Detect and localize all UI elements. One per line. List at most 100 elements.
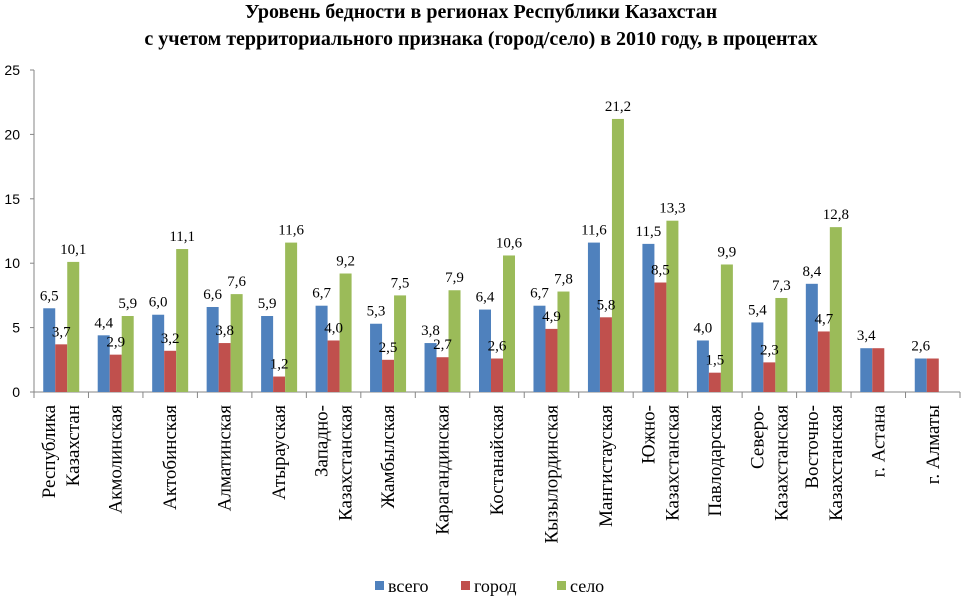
data-label-село-12: 9,9 <box>718 244 737 260</box>
data-label-всего-12: 4,0 <box>694 320 713 336</box>
data-label-село-14: 12,8 <box>823 207 849 223</box>
category-label-7-0: Карагандинская <box>433 405 454 535</box>
bar-село-1 <box>121 316 134 392</box>
category-label-11-1: Казахстанская <box>662 405 683 521</box>
data-label-всего-7: 3,8 <box>421 323 440 339</box>
data-label-село-4: 11,6 <box>278 223 304 239</box>
bar-город-11 <box>654 282 667 392</box>
bar-город-9 <box>545 328 558 392</box>
category-label-0-1: Казахстан <box>63 405 84 486</box>
legend-label-0: всего <box>388 576 429 596</box>
bar-город-15 <box>872 348 885 392</box>
data-label-село-9: 7,8 <box>554 272 573 288</box>
legend-swatch-2 <box>557 581 566 590</box>
data-label-всего-10: 11,6 <box>581 223 607 239</box>
data-label-город-12: 1,5 <box>706 353 725 369</box>
data-label-всего-1: 4,4 <box>94 315 113 331</box>
bar-всего-9 <box>533 305 546 392</box>
data-label-город-10: 5,8 <box>597 297 616 313</box>
bar-город-12 <box>708 372 721 392</box>
bar-село-13 <box>775 297 788 392</box>
bar-всего-5 <box>315 305 328 392</box>
chart-title-line-1: Уровень бедности в регионах Республики К… <box>245 1 717 23</box>
data-label-город-14: 4,7 <box>814 311 833 327</box>
bar-всего-8 <box>479 309 491 392</box>
bar-город-0 <box>55 344 68 392</box>
category-label-16-0: г. Алматы <box>923 405 944 484</box>
data-label-всего-13: 5,4 <box>748 302 767 318</box>
bar-село-12 <box>720 264 733 392</box>
data-label-город-3: 3,8 <box>215 323 234 339</box>
category-label-0-0: Республика <box>39 404 60 498</box>
bar-село-10 <box>611 118 624 392</box>
data-label-село-5: 9,2 <box>336 254 355 270</box>
bar-всего-10 <box>587 242 600 392</box>
data-label-всего-0: 6,5 <box>40 288 59 304</box>
data-label-село-3: 7,6 <box>227 274 246 290</box>
bar-всего-1 <box>97 335 110 392</box>
y-tick-label: 5 <box>12 320 20 336</box>
data-label-город-9: 4,9 <box>542 309 561 325</box>
bar-село-2 <box>176 249 189 392</box>
bar-город-10 <box>599 317 612 392</box>
data-label-село-0: 10,1 <box>60 242 86 258</box>
legend-swatch-1 <box>461 581 470 590</box>
bar-всего-6 <box>370 323 383 392</box>
data-label-всего-2: 6,0 <box>149 295 168 311</box>
data-label-село-13: 7,3 <box>772 278 791 294</box>
bar-село-6 <box>394 295 407 392</box>
category-label-9-0: Кызылординская <box>541 405 562 544</box>
category-label-4-0: Атырауская <box>269 405 290 500</box>
category-label-11-0: Южно- <box>638 405 659 464</box>
category-label-6-0: Жамбылская <box>378 405 399 509</box>
data-label-город-6: 2,5 <box>379 340 398 356</box>
data-label-всего-3: 6,6 <box>203 287 222 303</box>
bar-город-13 <box>763 362 776 392</box>
data-label-город-0: 3,7 <box>52 324 71 340</box>
bar-город-7 <box>436 357 449 392</box>
bar-город-1 <box>109 354 122 392</box>
data-label-всего-4: 5,9 <box>258 296 277 312</box>
bar-город-4 <box>273 376 286 392</box>
data-label-село-2: 11,1 <box>169 229 195 245</box>
bar-всего-0 <box>43 308 56 392</box>
bar-село-11 <box>666 220 679 392</box>
bar-город-6 <box>382 359 395 392</box>
data-label-всего-8: 6,4 <box>476 290 495 306</box>
bar-всего-11 <box>642 243 655 392</box>
y-tick-label: 15 <box>4 191 20 207</box>
y-tick-label: 20 <box>4 126 20 142</box>
bar-всего-13 <box>751 322 764 392</box>
data-label-всего-11: 11,5 <box>636 224 662 240</box>
bar-город-5 <box>327 340 340 392</box>
bar-всего-16 <box>914 358 927 392</box>
bar-город-2 <box>164 350 177 392</box>
category-label-2-0: Актобинская <box>160 405 181 510</box>
bar-село-14 <box>829 227 842 392</box>
chart-title: Уровень бедности в регионах Республики К… <box>144 1 817 50</box>
bar-всего-3 <box>206 306 219 392</box>
y-tick-label: 25 <box>4 62 20 78</box>
bars <box>43 118 939 392</box>
data-label-всего-9: 6,7 <box>530 286 549 302</box>
y-tick-label: 0 <box>12 384 20 400</box>
bar-всего-14 <box>805 283 818 392</box>
category-label-8-0: Костанайская <box>487 405 508 516</box>
data-label-всего-14: 8,4 <box>802 264 821 280</box>
bar-город-16 <box>926 358 939 392</box>
chart-title-line-2: с учетом территориального признака (горо… <box>144 28 817 50</box>
data-label-город-5: 4,0 <box>324 320 343 336</box>
data-label-село-6: 7,5 <box>391 275 410 291</box>
legend-label-2: село <box>570 576 604 596</box>
data-label-всего-16: 2,6 <box>911 339 930 355</box>
axes: 0 5 10 15 20 25 <box>4 62 961 400</box>
bar-село-8 <box>503 255 515 392</box>
category-label-5-0: Западно- <box>312 405 333 477</box>
bar-село-3 <box>230 294 243 392</box>
data-label-село-1: 5,9 <box>118 296 137 312</box>
data-label-село-7: 7,9 <box>445 270 464 286</box>
data-label-село-8: 10,6 <box>496 235 523 251</box>
bar-всего-4 <box>261 316 274 392</box>
category-label-10-0: Мангистауская <box>596 405 617 527</box>
